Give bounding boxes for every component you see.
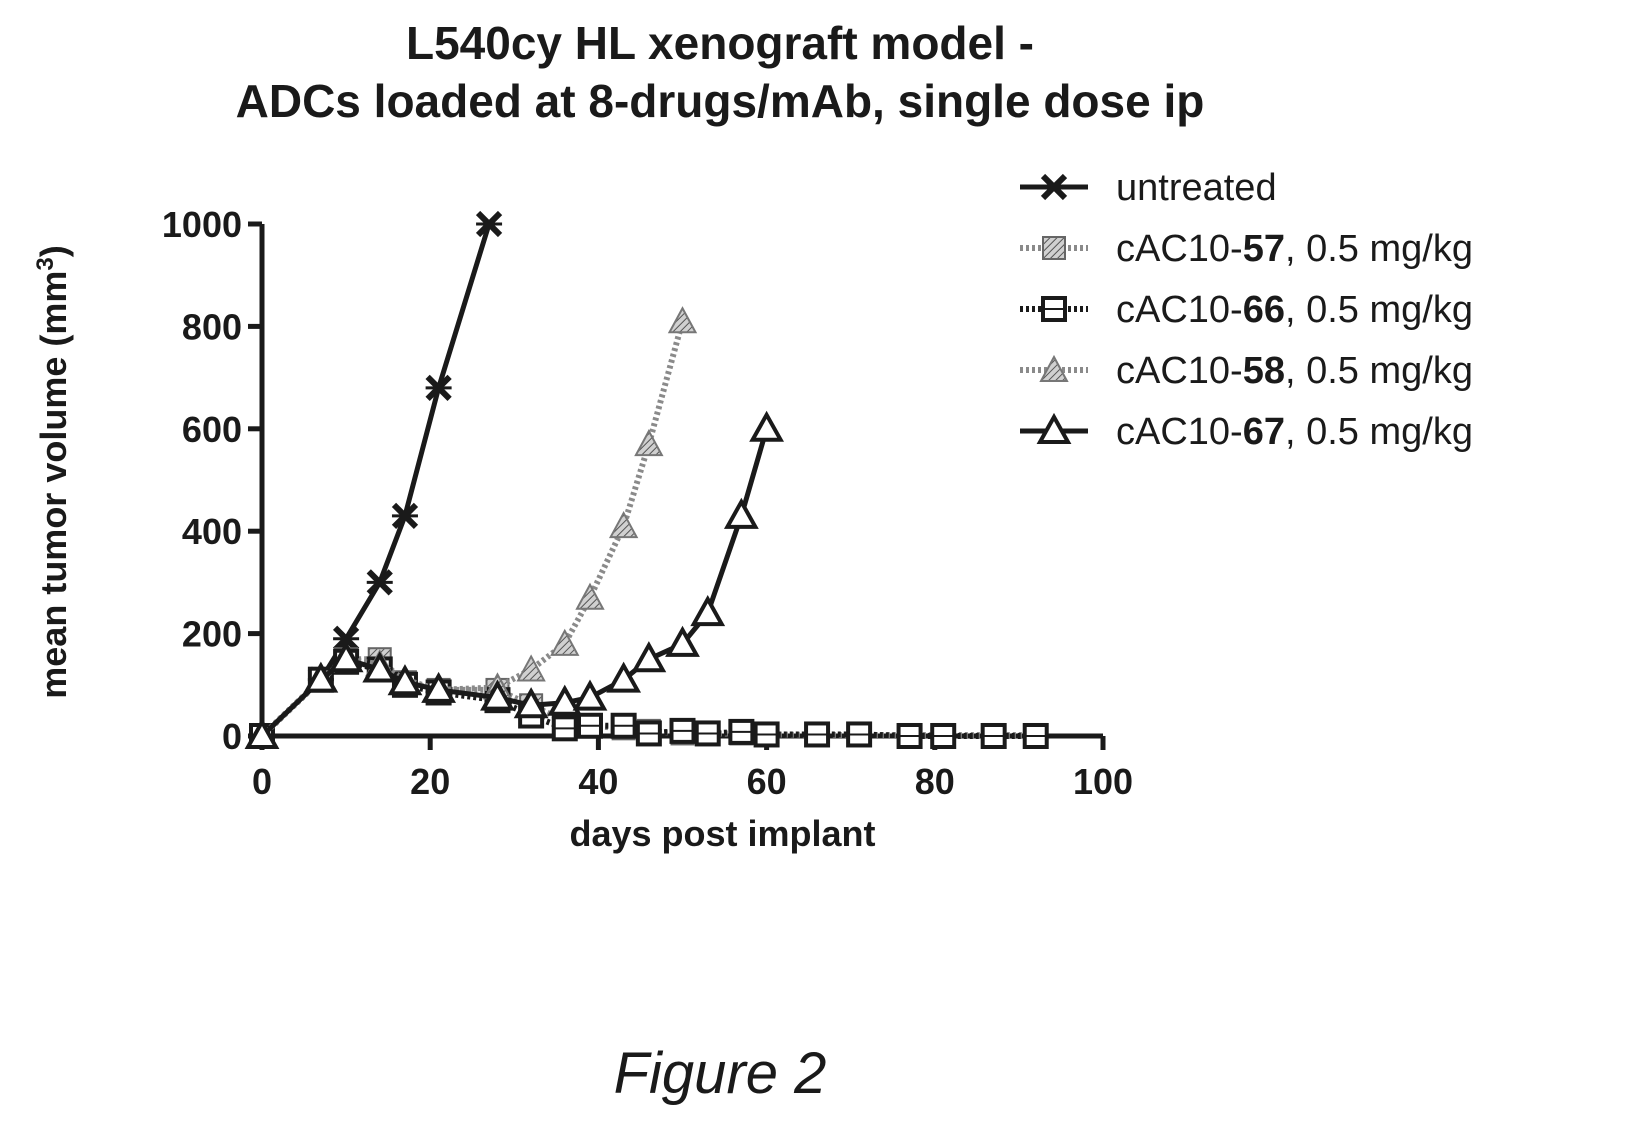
data-point (244, 717, 280, 749)
x-tick-label: 20 (410, 761, 450, 802)
legend-label: cAC10-67, 0.5 mg/kg (1116, 411, 1473, 453)
data-point (547, 684, 583, 716)
legend-label-bold: 67 (1243, 411, 1285, 453)
chart-title-line-2: ADCs loaded at 8-drugs/mAb, single dose … (235, 75, 1205, 127)
legend-label-bold: 66 (1243, 289, 1285, 331)
data-point (896, 723, 923, 749)
legend-entry-4: cAC10-67, 0.5 mg/kg (1020, 411, 1473, 453)
data-point (728, 718, 755, 745)
data-point (608, 510, 639, 539)
legend-marker (1039, 354, 1069, 382)
data-point (516, 654, 546, 682)
data-point (694, 720, 721, 747)
y-tick-label: 1000 (162, 204, 242, 245)
data-point (690, 595, 726, 627)
x-tick-label: 0 (252, 761, 272, 802)
legend-entry-0: untreated (1020, 167, 1277, 209)
data-point (804, 721, 831, 748)
y-tick-label: 400 (182, 511, 242, 552)
data-point (749, 410, 785, 442)
y-tick-label: 800 (182, 306, 242, 347)
y-tick-label: 0 (222, 716, 242, 757)
y-axis-label: mean tumor volume (mm3) (32, 245, 75, 698)
data-point (667, 306, 698, 334)
data-point (631, 641, 667, 673)
plot-area (244, 210, 1049, 750)
legend-label-suffix: , 0.5 mg/kg (1285, 350, 1473, 392)
data-point (475, 210, 503, 238)
data-point (669, 717, 696, 744)
data-point (753, 721, 780, 748)
axes: 0 200 400 600 800 1000 0 20 40 60 80 100 (162, 204, 1133, 802)
legend-label: untreated (1116, 167, 1277, 209)
data-point (980, 723, 1007, 749)
y-axis-label-close: ) (33, 245, 74, 257)
legend-label: cAC10-57, 0.5 mg/kg (1116, 228, 1473, 270)
data-point (635, 720, 662, 747)
legend-entry-1: cAC10-57, 0.5 mg/kg (1020, 228, 1473, 270)
legend-label-suffix: , 0.5 mg/kg (1285, 289, 1473, 331)
data-point (1022, 723, 1049, 749)
legend-label-suffix: , 0.5 mg/kg (1285, 228, 1473, 270)
y-axis-label-text: mean tumor volume (mm (33, 271, 74, 699)
data-point (551, 715, 578, 742)
legend-label: cAC10-66, 0.5 mg/kg (1116, 289, 1473, 331)
y-tick-label: 200 (182, 614, 242, 655)
legend-label-prefix: untreated (1116, 167, 1277, 209)
data-point (930, 723, 957, 749)
legend-label-prefix: cAC10- (1116, 228, 1243, 270)
data-point (723, 497, 759, 529)
legend-label-bold: 57 (1243, 228, 1285, 270)
legend-label-prefix: cAC10- (1116, 289, 1243, 331)
data-point (575, 582, 605, 610)
data-point (328, 641, 364, 673)
legend-label-bold: 58 (1243, 350, 1285, 392)
legend-label-prefix: cAC10- (1116, 411, 1243, 453)
legend-label-suffix: , 0.5 mg/kg (1285, 411, 1473, 453)
data-point (665, 625, 700, 657)
data-point (421, 671, 457, 703)
series-4 (244, 410, 785, 749)
chart-title-line-1: L540cy HL xenograft model - (406, 17, 1034, 69)
data-point (362, 651, 398, 683)
legend-marker (1040, 173, 1068, 201)
legend-marker (1036, 412, 1072, 444)
series-line (260, 428, 770, 738)
data-point (425, 374, 452, 401)
legend-label: cAC10-58, 0.5 mg/kg (1116, 350, 1473, 392)
data-point (576, 712, 603, 739)
data-point (391, 502, 419, 529)
x-tick-label: 100 (1073, 761, 1133, 802)
x-axis-label: days post implant (569, 813, 875, 854)
legend-entry-2: cAC10-66, 0.5 mg/kg (1020, 289, 1473, 331)
data-point (480, 679, 515, 711)
legend-entry-3: cAC10-58, 0.5 mg/kg (1020, 350, 1473, 392)
data-point (572, 679, 608, 711)
data-point (606, 661, 642, 693)
figure-caption: Figure 2 (613, 1041, 827, 1106)
data-point (634, 429, 664, 457)
data-point (610, 712, 637, 739)
x-tick-label: 40 (578, 761, 618, 802)
data-point (387, 664, 423, 696)
data-point (332, 625, 360, 652)
data-point (846, 721, 873, 748)
legend-marker (1041, 296, 1067, 322)
y-tick-label: 600 (182, 409, 242, 450)
x-tick-label: 80 (915, 761, 955, 802)
x-tick-label: 60 (747, 761, 787, 802)
data-point (303, 661, 339, 693)
legend-marker (1042, 236, 1066, 260)
chart-title: L540cy HL xenograft model - ADCs loaded … (0, 14, 1440, 130)
legend-label-prefix: cAC10- (1116, 350, 1243, 392)
y-axis-label-superscript: 3 (32, 257, 59, 270)
data-point (366, 569, 393, 596)
data-point (513, 687, 549, 719)
data-point (550, 628, 580, 656)
